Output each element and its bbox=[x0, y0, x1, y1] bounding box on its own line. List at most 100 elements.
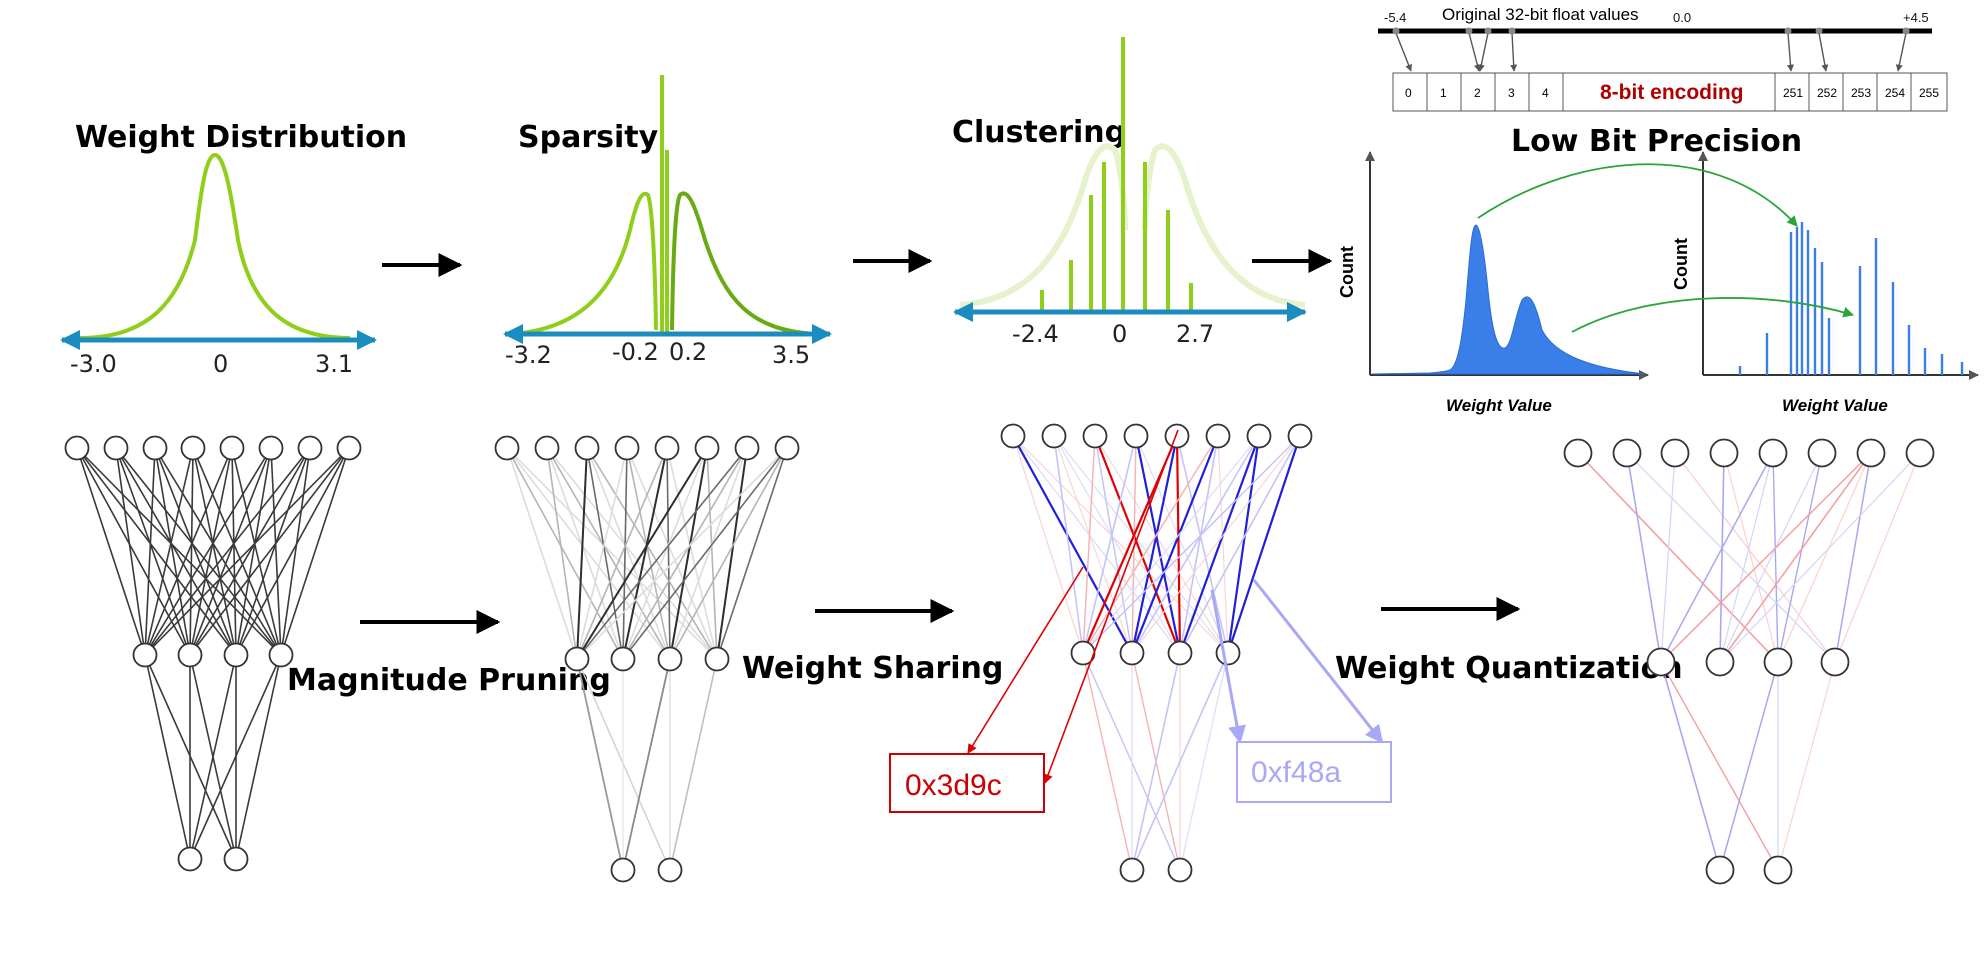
neuron-node bbox=[1905, 438, 1935, 468]
neuron-node bbox=[142, 435, 168, 461]
connection bbox=[1660, 661, 1779, 871]
neuron-node bbox=[1820, 647, 1850, 677]
connection bbox=[1179, 652, 1229, 871]
connection bbox=[1777, 452, 1823, 663]
connection bbox=[154, 447, 191, 656]
connection bbox=[1674, 452, 1836, 663]
encoding-cell: 3 bbox=[1508, 86, 1515, 100]
low-bit-panel: -5.4 Original 32-bit float values 0.0 +4… bbox=[1337, 5, 1979, 415]
connection bbox=[1719, 452, 1774, 663]
sparsity-panel: Sparsity -3.2 -0.2 0.2 3.5 bbox=[503, 75, 832, 369]
connection bbox=[716, 447, 788, 660]
connection bbox=[1134, 435, 1182, 654]
left-count-label: Count bbox=[1337, 246, 1357, 298]
connection bbox=[1131, 435, 1301, 654]
connection bbox=[235, 447, 311, 656]
connection bbox=[1130, 435, 1220, 654]
density-shape bbox=[1371, 224, 1646, 375]
connection bbox=[1131, 652, 1181, 871]
neuron-node bbox=[1119, 857, 1145, 883]
neuron-node bbox=[268, 642, 294, 668]
connection bbox=[115, 447, 282, 656]
encoding-label: 8-bit encoding bbox=[1600, 81, 1744, 104]
connection bbox=[506, 447, 624, 660]
connection bbox=[666, 447, 718, 660]
neuron-node bbox=[1082, 423, 1108, 449]
neuron-node bbox=[1205, 423, 1231, 449]
connection bbox=[1176, 435, 1229, 654]
connection bbox=[1719, 452, 1725, 663]
neuron-node bbox=[1660, 438, 1690, 468]
neuron-node bbox=[1215, 640, 1241, 666]
connection bbox=[1012, 435, 1084, 654]
connection bbox=[1772, 452, 1779, 663]
connection bbox=[76, 447, 282, 656]
neuron-node bbox=[694, 435, 720, 461]
connection bbox=[115, 447, 191, 656]
connection bbox=[1082, 435, 1260, 654]
clustering-title: Clustering bbox=[952, 115, 1126, 150]
connection bbox=[1082, 435, 1137, 654]
connection bbox=[1131, 652, 1229, 871]
neuron-node bbox=[1646, 647, 1676, 677]
tick-label: 3.5 bbox=[772, 341, 810, 369]
neuron-node bbox=[574, 435, 600, 461]
connection bbox=[626, 447, 718, 660]
neuron-node bbox=[1807, 438, 1837, 468]
neuron-node bbox=[336, 435, 362, 461]
connection bbox=[576, 447, 628, 660]
connection bbox=[1053, 435, 1084, 654]
neuron-node bbox=[1287, 423, 1313, 449]
neuron-node bbox=[297, 435, 323, 461]
connection bbox=[586, 447, 671, 660]
connection bbox=[1660, 661, 1721, 871]
encoding-cell: 4 bbox=[1542, 86, 1549, 100]
code-arrow bbox=[1252, 579, 1384, 744]
connection bbox=[270, 447, 282, 656]
connection bbox=[666, 447, 671, 660]
connection bbox=[1626, 452, 1662, 663]
low-bit-title: Low Bit Precision bbox=[1511, 124, 1802, 159]
connection bbox=[576, 447, 708, 660]
neuron-node bbox=[1758, 438, 1788, 468]
connection bbox=[626, 447, 671, 660]
neuron-node bbox=[654, 435, 680, 461]
red-code-box: 0x3d9c bbox=[889, 753, 1045, 813]
connection bbox=[280, 447, 311, 656]
tick-label: -3.0 bbox=[70, 350, 117, 378]
tick-label: 3.1 bbox=[315, 350, 353, 378]
connection bbox=[1719, 452, 1823, 663]
connection bbox=[189, 447, 311, 656]
connection bbox=[76, 447, 191, 656]
connection bbox=[1082, 435, 1096, 654]
connection bbox=[1719, 661, 1779, 871]
neuron-node bbox=[610, 646, 636, 672]
connection bbox=[1660, 452, 1774, 663]
connection bbox=[506, 447, 578, 660]
encoding-cell: 1 bbox=[1440, 86, 1447, 100]
neuron-node bbox=[657, 857, 683, 883]
sparsity-title: Sparsity bbox=[518, 120, 659, 155]
connection bbox=[1626, 452, 1836, 663]
neuron-node bbox=[774, 435, 800, 461]
connection bbox=[1082, 435, 1219, 654]
connection bbox=[189, 447, 194, 656]
mapping-curve bbox=[1477, 163, 1798, 227]
connection bbox=[1131, 435, 1137, 654]
neuron-node bbox=[223, 846, 249, 872]
float-points bbox=[1392, 27, 1910, 35]
neuron-node bbox=[258, 435, 284, 461]
neuron-node bbox=[1164, 423, 1190, 449]
neuron-node bbox=[1246, 423, 1272, 449]
right-count-label: Count bbox=[1671, 238, 1691, 290]
encoding-cell: 254 bbox=[1885, 86, 1905, 100]
tick-label: 0 bbox=[1112, 320, 1127, 348]
neuron-node bbox=[734, 435, 760, 461]
float-tick: -5.4 bbox=[1384, 10, 1406, 25]
neuron-node bbox=[564, 646, 590, 672]
weight-sharing-label: Weight Sharing bbox=[742, 651, 1003, 686]
connection bbox=[1660, 452, 1872, 663]
connection bbox=[1834, 452, 1921, 663]
connection bbox=[154, 447, 282, 656]
tick-label: -3.2 bbox=[505, 341, 552, 369]
